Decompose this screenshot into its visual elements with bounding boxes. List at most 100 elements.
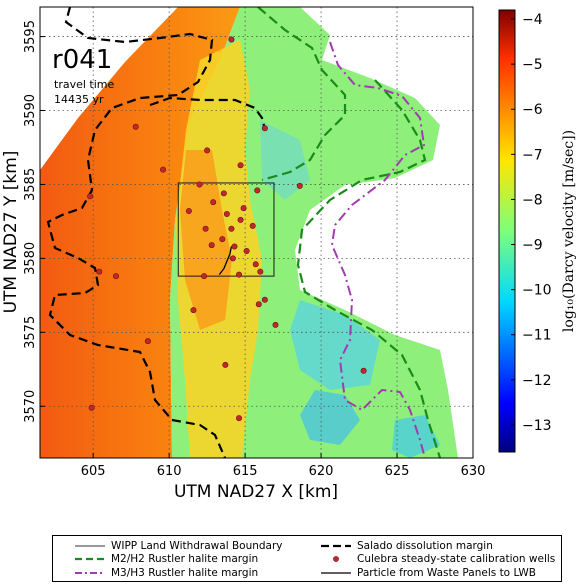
travel-time-label: travel time — [54, 78, 114, 91]
y-axis-ticks: 3570 3575 3580 3585 3590 3595 — [23, 20, 45, 423]
well-point — [87, 193, 94, 200]
well-point — [185, 208, 192, 215]
legend-item-m2h2: M2/H2 Rustler halite margin — [75, 551, 258, 567]
well-point — [360, 367, 367, 374]
well-point — [296, 182, 303, 189]
well-point — [237, 162, 244, 169]
y-tick-label: 3595 — [23, 20, 38, 53]
legend-well-dot-icon — [333, 556, 339, 562]
colorbar-tick-label: −7 — [522, 147, 543, 163]
well-point — [236, 271, 243, 278]
travel-time-value: 14435 yr — [54, 93, 104, 106]
well-point — [228, 36, 235, 43]
well-point — [255, 301, 262, 308]
well-point — [132, 123, 139, 130]
plot-frame — [39, 6, 474, 459]
well-point — [243, 247, 250, 254]
field-center-patch — [180, 150, 232, 330]
colorbar-tick-label: −6 — [522, 102, 543, 118]
legend-item-wipp: WIPP Land Withdrawal Boundary — [75, 538, 283, 554]
legend-item-particle: Particle from Waste Panels to LWB — [321, 565, 536, 581]
well-point — [272, 321, 279, 328]
run-label: r041 — [52, 45, 112, 75]
colorbar-label: log₁₀(Darcy velocity [m/sec]) — [561, 130, 577, 332]
well-point — [240, 205, 247, 212]
colorbar-tick-label: −11 — [522, 328, 552, 344]
well-point — [249, 222, 256, 229]
legend-m3h3-line-icon — [75, 572, 105, 574]
x-tick-label: 615 — [233, 464, 258, 479]
y-tick-label: 3580 — [23, 242, 38, 275]
legend-item-salado: Salado dissolution margin — [321, 538, 493, 554]
well-point — [160, 166, 167, 173]
salado-margin-inner — [149, 96, 267, 131]
y-tick-label: 3585 — [23, 168, 38, 201]
y-tick-label: 3590 — [23, 94, 38, 127]
wells-layer — [87, 36, 367, 422]
field-cyan-3 — [260, 120, 310, 200]
y-axis-label: UTM NAD27 Y [km] — [1, 151, 21, 314]
colorbar-tick-label: −4 — [522, 12, 543, 28]
x-tick-label: 610 — [157, 464, 182, 479]
well-point — [201, 273, 208, 280]
well-point — [88, 404, 95, 411]
x-tick-label: 630 — [461, 464, 486, 479]
well-point — [237, 216, 244, 223]
legend-m3h3-text: M3/H3 Rustler halite margin — [111, 567, 259, 579]
legend-salado-text: Salado dissolution margin — [357, 540, 493, 552]
legend-m2h2-text: M2/H2 Rustler halite margin — [111, 553, 259, 565]
well-point — [257, 268, 264, 275]
y-tick-label: 3570 — [23, 390, 38, 423]
legend-item-wells: Culebra steady-state calibration wells — [321, 551, 555, 567]
x-tick-label: 620 — [309, 464, 334, 479]
colorbar-tick-label: −5 — [522, 57, 543, 73]
colorbar-tick-label: −12 — [522, 373, 552, 389]
legend-particle-text: Particle from Waste Panels to LWB — [357, 567, 536, 579]
well-point — [210, 199, 217, 206]
y-tick-label: 3575 — [23, 316, 38, 349]
well-point — [112, 273, 119, 280]
wipp-boundary — [177, 182, 275, 277]
legend-item-m3h3: M3/H3 Rustler halite margin — [75, 565, 258, 581]
field-cyan-2 — [300, 390, 360, 445]
colorbar-tick-label: −10 — [522, 283, 552, 299]
well-point — [261, 125, 268, 132]
field-cyan-4 — [392, 415, 440, 458]
well-point — [196, 181, 203, 188]
well-point — [220, 190, 227, 197]
grid-lines — [40, 7, 473, 458]
well-point — [190, 307, 197, 314]
well-point — [252, 261, 259, 268]
legend-wipp-line-icon — [75, 545, 105, 547]
salado-margin-north — [46, 7, 227, 458]
well-point — [228, 225, 235, 232]
well-point — [222, 361, 229, 368]
well-point — [96, 268, 103, 275]
well-point — [229, 255, 236, 262]
well-point — [204, 147, 211, 154]
well-point — [219, 236, 226, 243]
colorbar — [498, 9, 516, 453]
m2h2-margin — [257, 7, 442, 458]
legend-wipp-text: WIPP Land Withdrawal Boundary — [111, 540, 283, 552]
legend-m2h2-line-icon — [75, 557, 105, 561]
x-axis-ticks: 605 610 615 620 625 630 — [81, 453, 486, 479]
well-point — [208, 242, 215, 249]
x-tick-label: 625 — [385, 464, 410, 479]
x-axis-label: UTM NAD27 X [km] — [174, 482, 338, 502]
well-point — [236, 415, 243, 422]
particle-path — [218, 246, 233, 276]
colorbar-tick-label: −13 — [522, 418, 552, 434]
well-point — [202, 225, 209, 232]
well-point — [223, 211, 230, 218]
well-point — [231, 243, 238, 250]
colorbar-tick-label: −8 — [522, 192, 543, 208]
legend-particle-line-icon — [321, 572, 351, 574]
legend: WIPP Land Withdrawal Boundary M2/H2 Rust… — [52, 535, 562, 582]
well-point — [254, 187, 261, 194]
well-point — [144, 338, 151, 345]
legend-wells-text: Culebra steady-state calibration wells — [357, 553, 556, 565]
well-point — [261, 296, 268, 303]
field-cyan-1 — [290, 300, 380, 390]
